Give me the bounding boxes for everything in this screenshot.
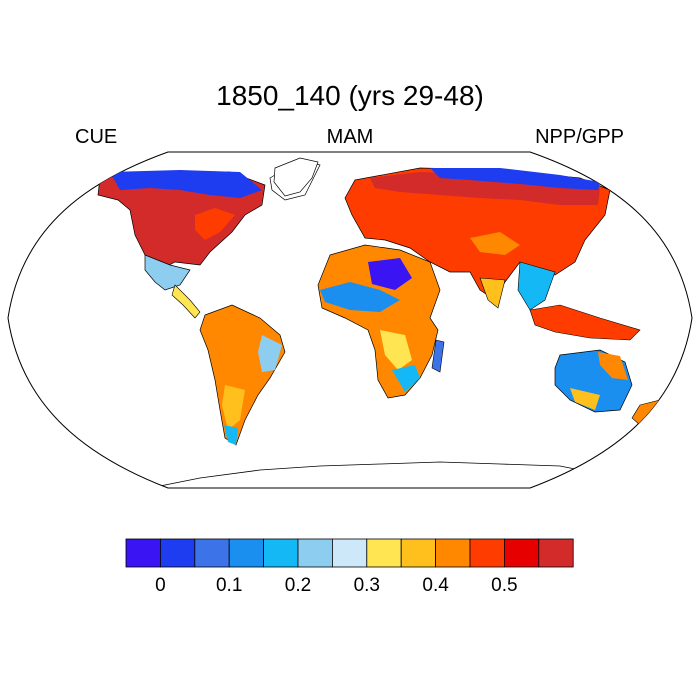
south-america — [199, 304, 286, 446]
colorbar-swatch — [435, 538, 471, 568]
colorbar-tick-label: 0 — [155, 575, 166, 596]
plot-title: 1850_140 (yrs 29-48) — [216, 80, 484, 111]
colorbar-swatch — [503, 538, 540, 568]
season-label: MAM — [326, 126, 374, 148]
greenland — [273, 157, 319, 197]
colorbar-swatch — [400, 538, 437, 568]
colorbar-swatch — [194, 538, 230, 568]
maritime-asia-australia — [529, 304, 666, 426]
variable-label: CUE — [75, 126, 118, 148]
colorbar-swatch — [228, 538, 264, 568]
colorbar-swatch — [159, 538, 196, 568]
colorbar-swatch — [297, 538, 333, 568]
north-america — [97, 159, 321, 319]
colorbar-tick-label: 0.3 — [353, 575, 380, 596]
colorbar-swatch — [331, 538, 368, 568]
colorbar-swatch — [538, 538, 574, 568]
eurasia — [344, 167, 611, 311]
colorbar-swatch — [263, 538, 299, 568]
colorbar-tick-label: 0.5 — [491, 575, 518, 596]
colorbar-tick-label: 0.1 — [215, 575, 243, 596]
colorbar-tick-label: 0.4 — [422, 575, 449, 596]
colorbar-swatch — [125, 538, 161, 568]
colorbar-tick-label: 0.2 — [284, 575, 312, 596]
units-label: NPP/GPP — [535, 126, 624, 148]
colorbar-swatch — [469, 538, 505, 568]
colorbar-swatch — [366, 538, 402, 568]
africa — [317, 244, 445, 399]
